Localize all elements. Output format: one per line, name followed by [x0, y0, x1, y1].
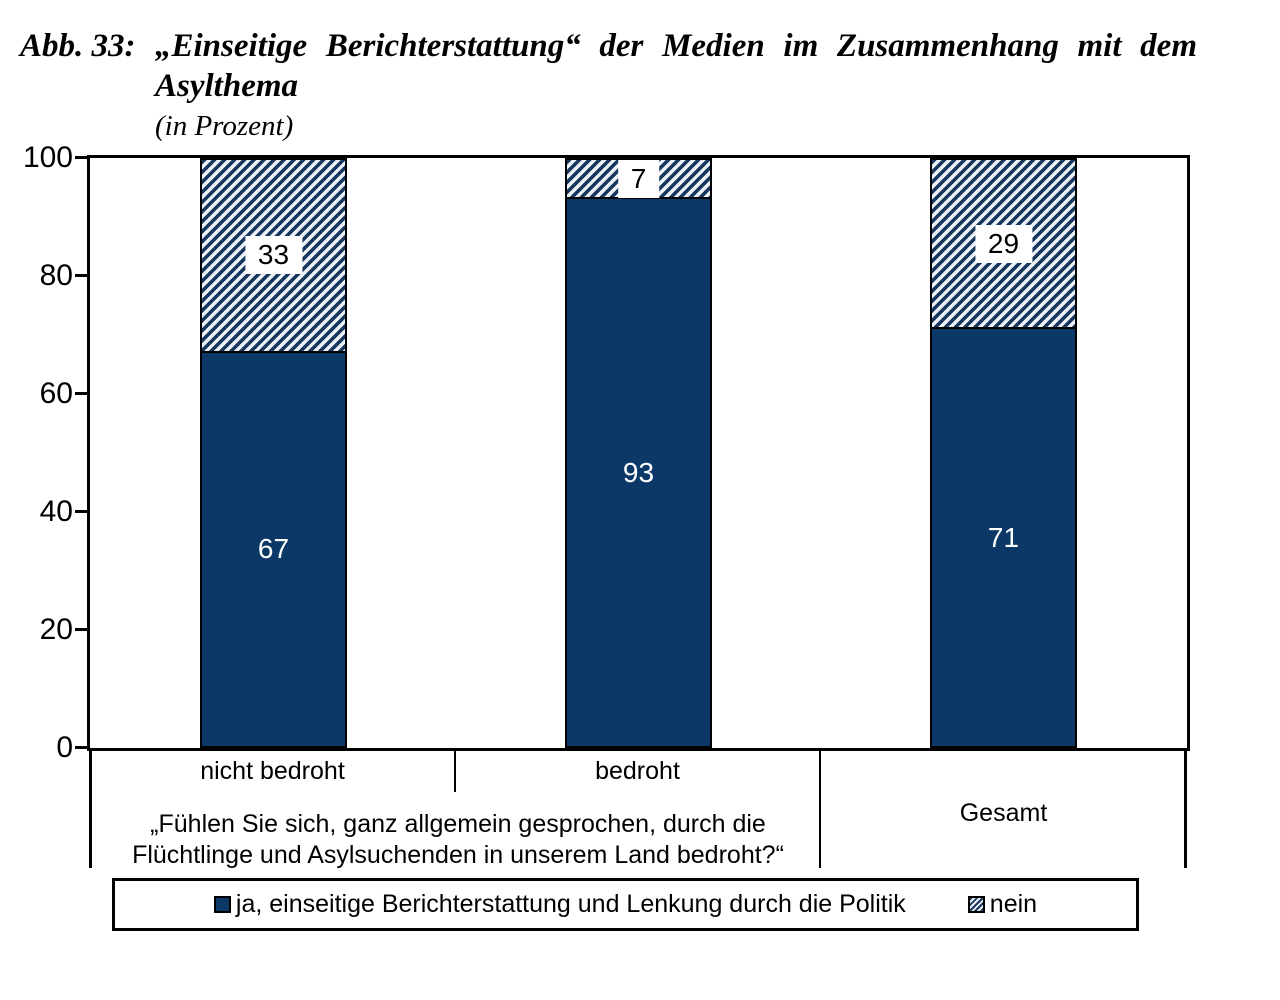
value-label-nein: 29	[974, 224, 1033, 263]
figure-title-text: „Einseitige Berichterstattung“ der Medie…	[155, 26, 1197, 146]
bar-segment-nein: 33	[200, 158, 347, 353]
legend: ja, einseitige Berichterstattung und Len…	[112, 878, 1139, 931]
y-tick-label-20: 20	[39, 613, 73, 646]
legend-label-ja: ja, einseitige Berichterstattung und Len…	[235, 890, 906, 918]
y-tick	[75, 392, 87, 395]
y-tick	[75, 510, 87, 513]
y-tick-label-0: 0	[56, 731, 73, 764]
plot-area: 33 67 7 93 29 71	[75, 155, 1190, 751]
legend-item-nein: nein	[967, 890, 1038, 918]
bar-nicht-bedroht: 33 67	[200, 158, 347, 748]
legend-marker-solid-icon	[213, 896, 231, 913]
x-axis-question-line2: Flüchtlinge und Asylsuchenden in unserem…	[132, 841, 784, 869]
x-axis-left-line	[89, 751, 92, 868]
bar-gesamt: 29 71	[930, 158, 1077, 748]
figure-title-line1: „Einseitige Berichterstattung“ der Medie…	[155, 28, 1197, 64]
value-label-ja: 67	[257, 533, 290, 565]
bar-bedroht: 7 93	[565, 158, 712, 748]
legend-item-ja: ja, einseitige Berichterstattung und Len…	[213, 890, 906, 918]
y-tick	[75, 628, 87, 631]
y-axis-labels: 100 80 60 40 20 0	[0, 0, 73, 1000]
figure-subtitle: (in Prozent)	[155, 110, 294, 142]
y-tick	[75, 274, 87, 277]
bar-segment-nein: 7	[565, 158, 712, 200]
y-tick-label-40: 40	[39, 495, 73, 528]
legend-marker-hatch-icon	[967, 896, 985, 913]
category-label-bedroht: bedroht	[595, 757, 680, 785]
x-axis-category-tick	[454, 751, 456, 792]
x-axis-question: „Fühlen Sie sich, ganz allgemein gesproc…	[95, 809, 821, 871]
value-label-ja: 71	[987, 521, 1020, 553]
y-tick-label-100: 100	[22, 141, 73, 174]
legend-label-nein: nein	[989, 890, 1038, 918]
y-tick	[75, 156, 87, 159]
bar-segment-ja: 67	[200, 352, 347, 748]
x-axis-question-line1: „Fühlen Sie sich, ganz allgemein gesproc…	[150, 810, 766, 838]
figure-title: Abb. 33: „Einseitige Berichterstattung“ …	[20, 26, 1197, 146]
bar-segment-nein: 29	[930, 158, 1077, 330]
figure-number: Abb. 33:	[20, 28, 136, 64]
bar-segment-ja: 93	[565, 199, 712, 748]
x-axis-right-line	[1184, 751, 1187, 868]
y-tick-label-80: 80	[39, 259, 73, 292]
value-label-nein: 7	[617, 159, 660, 198]
value-label-nein: 33	[244, 236, 303, 275]
x-axis-group-divider	[819, 751, 821, 868]
y-tick-label-60: 60	[39, 377, 73, 410]
figure-title-line2: Asylthema	[155, 68, 299, 104]
category-label-nicht-bedroht: nicht bedroht	[200, 757, 345, 785]
bar-segment-ja: 71	[930, 329, 1077, 748]
y-tick	[75, 746, 87, 749]
value-label-ja: 93	[622, 456, 655, 488]
category-label-gesamt: Gesamt	[959, 799, 1048, 827]
